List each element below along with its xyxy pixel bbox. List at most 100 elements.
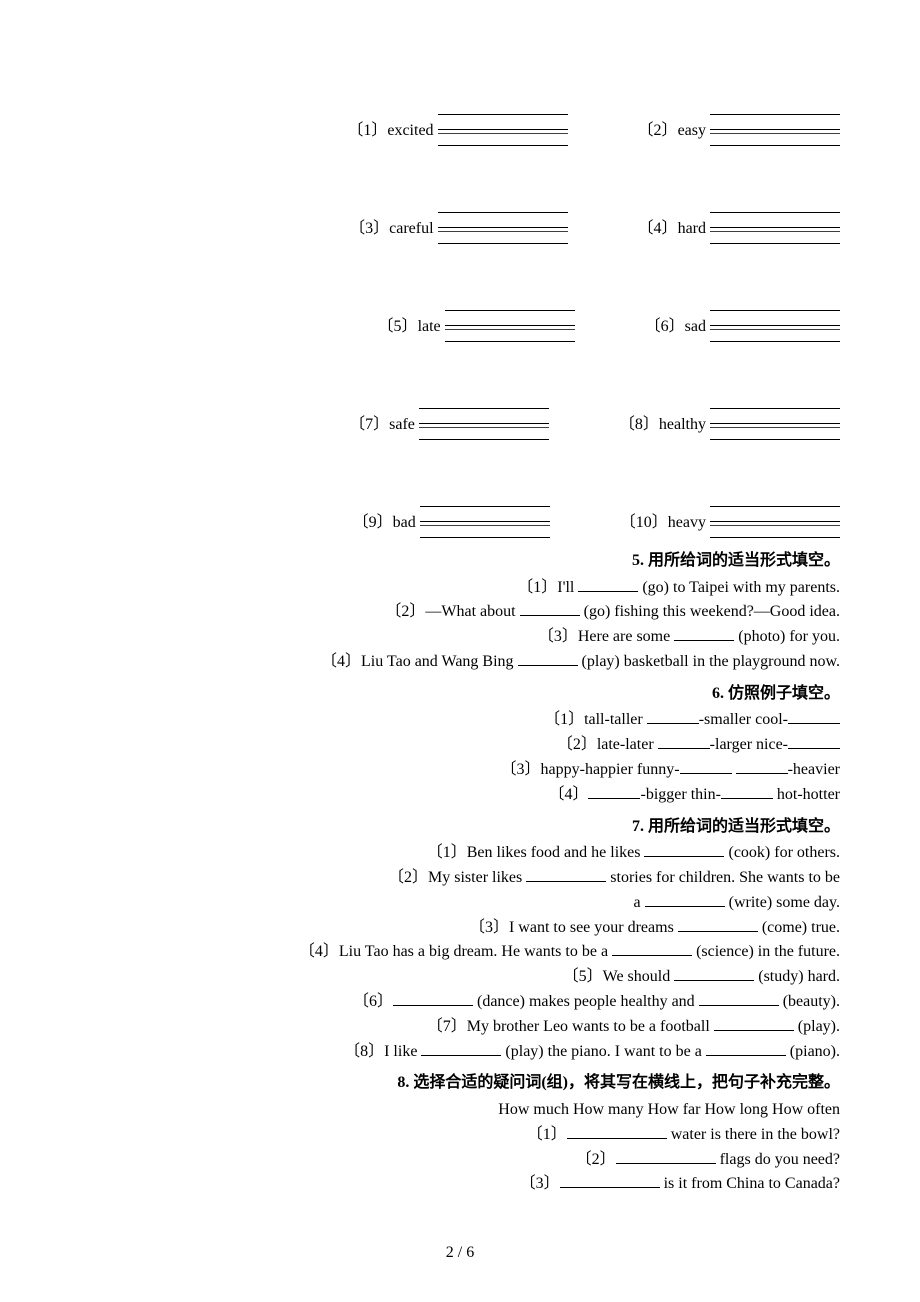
blank xyxy=(393,991,473,1006)
section6-title: 6. 仿照例子填空。 xyxy=(80,681,840,707)
blank xyxy=(680,759,732,774)
blank xyxy=(647,709,699,724)
blank-line-red xyxy=(710,133,840,134)
blank-lines xyxy=(710,296,840,342)
blank xyxy=(788,709,840,724)
blank xyxy=(699,991,779,1006)
item-word: easy xyxy=(678,122,706,139)
word-cell: 〔3〕careful xyxy=(349,198,567,244)
question: 〔3〕happy-happier funny- -heavier xyxy=(80,758,840,783)
item-word: safe xyxy=(389,416,415,433)
blank-line xyxy=(710,394,840,409)
blank xyxy=(706,1041,786,1056)
item-word: late xyxy=(418,318,441,335)
blank-line-red xyxy=(420,525,550,526)
word-row: 〔5〕late 〔6〕sad xyxy=(80,296,840,342)
blank-line xyxy=(710,507,840,522)
blank xyxy=(721,784,773,799)
question: 〔1〕I'll (go) to Taipei with my parents. xyxy=(80,576,840,601)
word-row: 〔1〕excited 〔2〕easy xyxy=(80,100,840,146)
blank-line-red xyxy=(445,329,575,330)
blank-line xyxy=(420,507,550,522)
item-num: 〔9〕 xyxy=(353,514,393,531)
blank-lines xyxy=(710,100,840,146)
item-num: 〔7〕 xyxy=(349,416,389,433)
item-num: 〔6〕 xyxy=(645,318,685,335)
word-cell: 〔5〕late xyxy=(378,296,575,342)
question: 〔2〕—What about (go) fishing this weekend… xyxy=(80,600,840,625)
blank xyxy=(674,966,754,981)
blank-line xyxy=(438,198,568,213)
blank-line xyxy=(710,213,840,228)
item-num: 〔3〕 xyxy=(349,220,389,237)
blank-line-red xyxy=(710,427,840,428)
section5-title: 5. 用所给词的适当形式填空。 xyxy=(80,548,840,574)
blank-line xyxy=(710,409,840,424)
word-cell: 〔4〕hard xyxy=(638,198,840,244)
question: 〔7〕My brother Leo wants to be a football… xyxy=(80,1015,840,1040)
item-num: 〔8〕 xyxy=(619,416,659,433)
question: 〔4〕Liu Tao and Wang Bing (play) basketba… xyxy=(80,650,840,675)
blank xyxy=(588,784,640,799)
blank xyxy=(560,1173,660,1188)
blank xyxy=(644,842,724,857)
page-number: 2 / 6 xyxy=(0,1244,920,1262)
blank-line xyxy=(438,100,568,115)
blank-lines xyxy=(710,492,840,538)
blank xyxy=(518,651,578,666)
question: 〔3〕Here are some (photo) for you. xyxy=(80,625,840,650)
question: 〔1〕Ben likes food and he likes (cook) fo… xyxy=(80,841,840,866)
word-cell: 〔1〕excited xyxy=(347,100,567,146)
item-word: sad xyxy=(685,318,706,335)
question: a (write) some day. xyxy=(80,891,840,916)
blank xyxy=(678,917,758,932)
word-bank: How much How many How far How long How o… xyxy=(80,1098,840,1123)
word-cell: 〔7〕safe xyxy=(349,394,549,440)
blank xyxy=(788,734,840,749)
item-num: 〔2〕 xyxy=(638,122,678,139)
blank-line xyxy=(445,296,575,311)
item-word: hard xyxy=(678,220,706,237)
item-num: 〔1〕 xyxy=(347,122,387,139)
worksheet-page: 〔1〕excited 〔2〕easy xyxy=(0,0,920,1302)
blank xyxy=(674,626,734,641)
blank-line-red xyxy=(419,427,549,428)
word-row: 〔9〕bad 〔10〕heavy xyxy=(80,492,840,538)
blank xyxy=(645,892,725,907)
word-cell: 〔9〕bad xyxy=(353,492,550,538)
blank-lines xyxy=(438,100,568,146)
item-word: heavy xyxy=(668,514,706,531)
blank-line xyxy=(419,409,549,424)
blank-line xyxy=(710,198,840,213)
blank-lines xyxy=(419,394,549,440)
word-cell: 〔10〕heavy xyxy=(620,492,840,538)
blank-line-red xyxy=(438,133,568,134)
item-word: careful xyxy=(389,220,433,237)
question: 〔2〕late-later -larger nice- xyxy=(80,733,840,758)
word-row: 〔3〕careful 〔4〕hard xyxy=(80,198,840,244)
blank xyxy=(612,941,692,956)
blank-lines xyxy=(710,394,840,440)
word-row: 〔7〕safe 〔8〕healthy xyxy=(80,394,840,440)
word-cell: 〔8〕healthy xyxy=(619,394,840,440)
question: 〔6〕 (dance) makes people healthy and (be… xyxy=(80,990,840,1015)
blank-line xyxy=(438,213,568,228)
blank-line-red xyxy=(438,231,568,232)
item-word: bad xyxy=(393,514,416,531)
question: 〔5〕We should (study) hard. xyxy=(80,965,840,990)
blank-line xyxy=(710,311,840,326)
word-cell: 〔6〕sad xyxy=(645,296,840,342)
item-num: 〔5〕 xyxy=(378,318,418,335)
blank-line-red xyxy=(710,329,840,330)
blank xyxy=(736,759,788,774)
item-num: 〔4〕 xyxy=(638,220,678,237)
blank xyxy=(520,601,580,616)
section8-title: 8. 选择合适的疑问词(组)，将其写在横线上，把句子补充完整。 xyxy=(80,1070,840,1096)
section7-title: 7. 用所给词的适当形式填空。 xyxy=(80,814,840,840)
blank xyxy=(421,1041,501,1056)
blank-line xyxy=(710,296,840,311)
question: 〔4〕Liu Tao has a big dream. He wants to … xyxy=(80,940,840,965)
blank xyxy=(567,1124,667,1139)
question: 〔3〕I want to see your dreams (come) true… xyxy=(80,916,840,941)
blank-line xyxy=(420,492,550,507)
